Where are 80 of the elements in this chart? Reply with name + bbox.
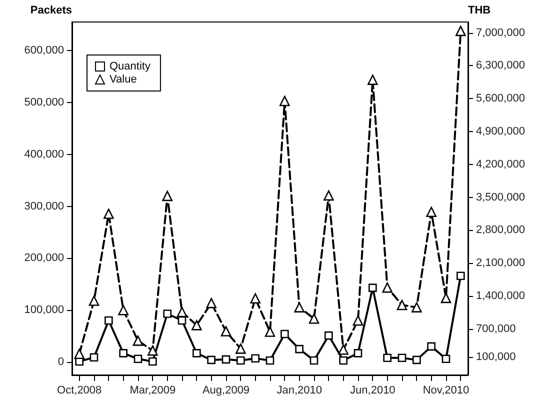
y2-tick-label: 5,600,000 <box>476 92 525 105</box>
point <box>148 357 157 366</box>
point <box>104 316 113 325</box>
point <box>280 96 290 106</box>
point <box>412 356 421 364</box>
point <box>192 320 202 330</box>
point <box>352 315 364 326</box>
point <box>148 345 158 356</box>
point <box>456 26 466 36</box>
point <box>118 304 128 316</box>
point <box>134 354 142 364</box>
y2-tick-label: 4,900,000 <box>476 126 525 138</box>
point <box>220 326 232 336</box>
point <box>368 74 378 85</box>
point <box>74 348 84 359</box>
point <box>295 344 304 354</box>
point <box>90 353 98 362</box>
y-tick-label: 100,000 <box>24 304 64 316</box>
x-tick-label: Nov,2010 <box>422 384 470 396</box>
point <box>398 354 406 362</box>
point <box>382 282 392 293</box>
point <box>440 292 452 304</box>
x-tick-label: Jan,2010 <box>276 384 322 396</box>
y-tick-label: 0 <box>58 356 64 368</box>
y-tick-label: 600,000 <box>24 44 64 57</box>
point <box>368 284 377 292</box>
point <box>426 206 436 218</box>
point <box>222 355 230 364</box>
point <box>396 300 408 310</box>
point <box>88 296 100 306</box>
y2-axis-title: THB <box>468 4 491 16</box>
legend-label: Value <box>110 74 137 86</box>
point <box>206 298 216 308</box>
point <box>236 356 245 365</box>
point <box>162 190 172 202</box>
point <box>339 356 348 365</box>
point <box>324 331 333 340</box>
point <box>310 356 318 365</box>
point <box>338 344 348 355</box>
y2-tick-label: 2,800,000 <box>476 224 525 236</box>
y2-tick-label: 2,100,000 <box>476 257 525 270</box>
x-tick-label: Oct,2008 <box>57 384 102 396</box>
point <box>163 310 172 318</box>
point <box>264 326 276 337</box>
x-tick-label: Mar,2009 <box>130 384 176 396</box>
point <box>176 306 188 318</box>
y2-tick-label: 4,200,000 <box>476 158 525 170</box>
point <box>266 356 274 365</box>
y-tick-label: 500,000 <box>24 96 64 108</box>
point <box>192 349 201 358</box>
y-tick-label: 400,000 <box>24 148 64 160</box>
point <box>456 272 465 280</box>
point <box>324 190 334 201</box>
y2-tick-label: 700,000 <box>476 322 516 335</box>
x-tick-label: Jun,2010 <box>350 384 396 396</box>
y-tick-label: 300,000 <box>24 200 64 212</box>
point <box>412 302 422 312</box>
point <box>442 354 450 364</box>
legend-label: Quantity <box>110 60 151 72</box>
y-tick-label: 200,000 <box>24 252 64 264</box>
point <box>427 342 436 351</box>
point <box>308 313 320 324</box>
point <box>294 302 304 312</box>
y2-tick-label: 3,500,000 <box>476 191 525 204</box>
y2-tick-label: 7,000,000 <box>476 26 525 39</box>
point <box>236 344 246 354</box>
y2-tick-label: 6,300,000 <box>476 60 525 72</box>
point <box>104 208 114 219</box>
y2-tick-label: 1,400,000 <box>476 290 525 302</box>
point <box>132 336 144 346</box>
point <box>383 354 392 362</box>
point <box>280 330 289 338</box>
x-tick-label: Aug,2009 <box>202 384 250 396</box>
point <box>207 356 216 364</box>
point <box>119 349 128 358</box>
point <box>251 354 260 363</box>
y-axis-title: Packets <box>30 4 72 16</box>
y2-tick-label: 100,000 <box>476 351 516 364</box>
point <box>354 349 362 358</box>
point <box>250 293 260 304</box>
